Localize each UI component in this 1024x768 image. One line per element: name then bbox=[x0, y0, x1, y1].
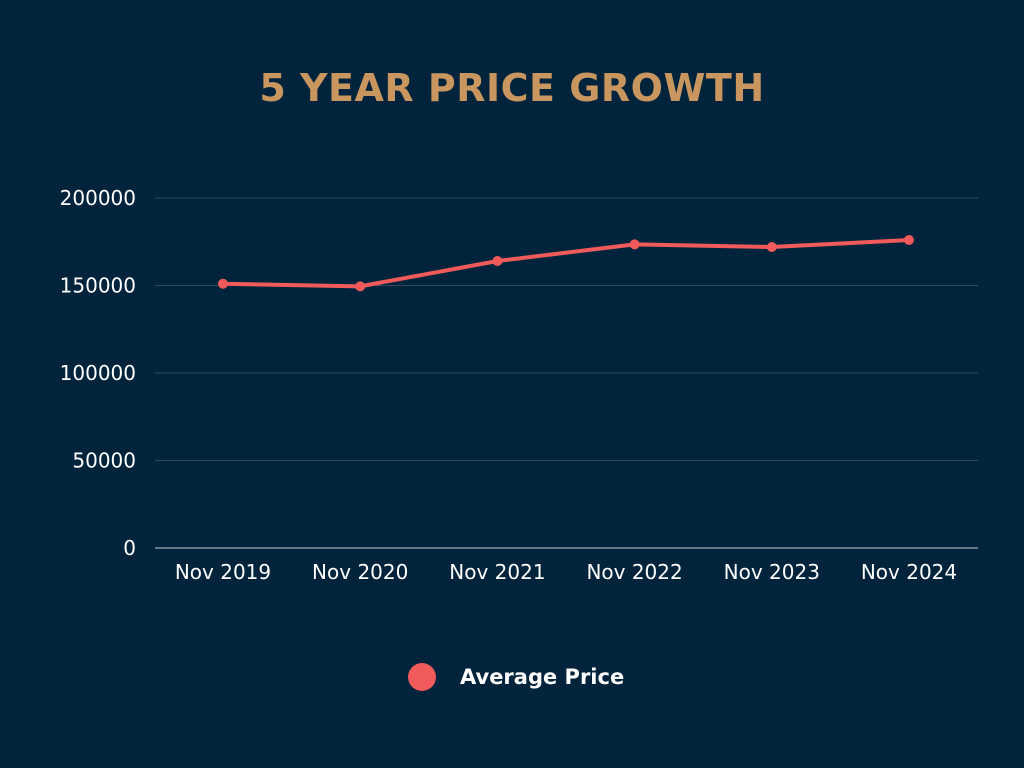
chart-title: 5 YEAR PRICE GROWTH bbox=[259, 66, 765, 110]
x-axis-ticks: Nov 2019 Nov 2020 Nov 2021 Nov 2022 Nov 2023… bbox=[175, 560, 957, 584]
y-axis-ticks: 0 50000 100000 150000 200000 bbox=[60, 186, 136, 560]
x-tick-label: Nov 2023 bbox=[724, 560, 820, 584]
data-point bbox=[355, 281, 366, 292]
y-tick-label: 0 bbox=[123, 536, 136, 560]
series-line bbox=[221, 238, 911, 289]
y-tick-label: 200000 bbox=[60, 186, 136, 210]
y-tick-label: 100000 bbox=[60, 361, 136, 385]
data-point bbox=[492, 256, 503, 266]
x-tick-label: Nov 2020 bbox=[312, 560, 408, 584]
data-points bbox=[218, 235, 914, 292]
legend: Average Price bbox=[408, 662, 624, 692]
data-point bbox=[629, 239, 640, 250]
data-point bbox=[904, 235, 914, 245]
y-tick-label: 50000 bbox=[72, 449, 136, 473]
x-tick-label: Nov 2024 bbox=[861, 560, 957, 584]
y-tick-label: 150000 bbox=[60, 274, 136, 298]
grid-lines bbox=[155, 197, 978, 549]
data-point bbox=[766, 242, 777, 252]
legend-label-average-price: Average Price bbox=[460, 665, 625, 689]
x-tick-label: Nov 2021 bbox=[449, 560, 545, 584]
data-point bbox=[218, 278, 228, 289]
x-tick-label: Nov 2022 bbox=[586, 560, 682, 584]
x-tick-label: Nov 2019 bbox=[175, 560, 271, 584]
series-lines bbox=[221, 238, 911, 289]
legend-marker-average-price bbox=[408, 663, 436, 691]
